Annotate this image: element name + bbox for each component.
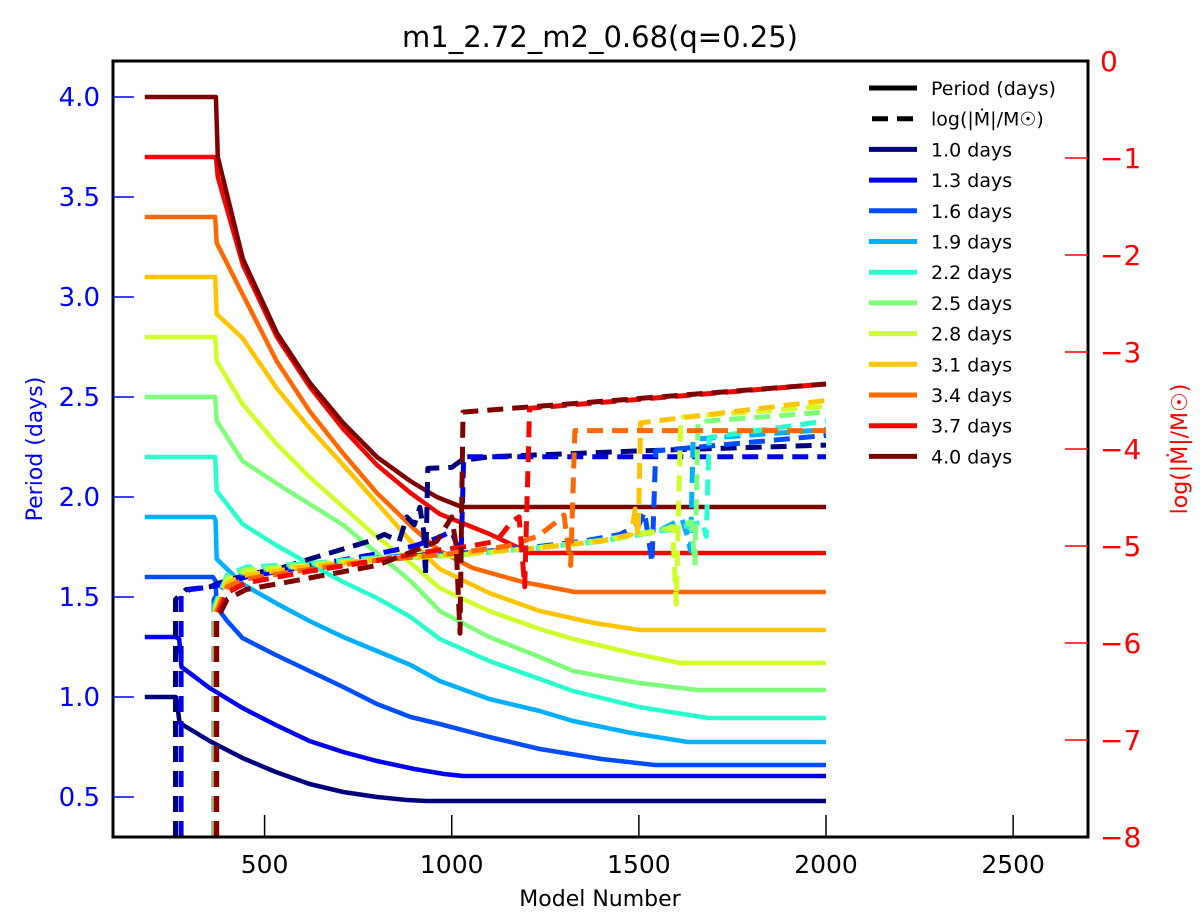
x-tick-label: 2500 [981, 850, 1045, 879]
legend-label: 1.9 days [931, 232, 1012, 254]
period-line-1-6-days [144, 574, 826, 768]
y-left-tick-label: 0.5 [59, 783, 100, 813]
period-line-4-0-days [144, 94, 826, 510]
legend-label: 1.0 days [931, 139, 1012, 161]
y-axis-label-left: Period (days) [23, 377, 48, 522]
legend-label: 2.2 days [931, 262, 1012, 284]
legend-label: 3.1 days [931, 354, 1012, 376]
mdot-line-2-5-days [212, 409, 827, 837]
chart-title: m1_2.72_m2_0.68(q=0.25) [402, 20, 798, 54]
period-line-1-9-days [144, 514, 826, 745]
period-line-3-1-days [144, 274, 826, 633]
mdot-line-1-3-days [178, 454, 826, 837]
y-right-tick-label: −4 [1100, 433, 1141, 466]
ticks-layer: 500 1000 1500 2000 2500 0.5 1.0 1.5 2.0 2.5 3.0 3.5… [59, 45, 1142, 879]
y-left-tick-label: 3.5 [59, 183, 100, 213]
series-layer [144, 94, 827, 837]
x-axis-label: Model Number [519, 887, 681, 912]
legend-label: 2.5 days [931, 293, 1012, 315]
y-left-tick-label: 3.0 [59, 283, 100, 313]
legend-label: Period (days) [931, 78, 1056, 100]
mdot-line-1-6-days [211, 432, 827, 837]
mdot-line-4-0-days [214, 381, 827, 837]
legend-label: 3.7 days [931, 416, 1012, 438]
y-right-tick-label: −1 [1100, 142, 1141, 175]
legend-label: 1.6 days [931, 201, 1012, 223]
y-left-tick-label: 2.0 [59, 483, 100, 513]
legend-label: 4.0 days [931, 446, 1012, 468]
y-right-tick-label: −8 [1100, 821, 1141, 854]
y-right-tick-label: −7 [1100, 724, 1141, 757]
legend: Period (days) log(|Ṁ|/M☉) 1.0 days 1.3 days… [869, 78, 1056, 468]
mdot-line-3-1-days [213, 398, 827, 837]
y-left-tick-label: 1.0 [59, 683, 100, 713]
y-right-tick-label: −3 [1100, 336, 1141, 369]
legend-label: 2.8 days [931, 324, 1012, 346]
legend-label: log(|Ṁ|/M☉) [931, 108, 1044, 131]
period-line-2-8-days [144, 334, 826, 666]
legend-label: 1.3 days [931, 170, 1012, 192]
period-line-3-7-days [144, 154, 826, 556]
y-left-tick-label: 1.5 [59, 583, 100, 613]
mdot-line-3-7-days [213, 381, 827, 837]
y-right-tick-label: −2 [1100, 239, 1141, 272]
period-line-2-5-days [144, 394, 826, 693]
y-left-tick-label: 2.5 [59, 383, 100, 413]
legend-label: 3.4 days [931, 385, 1012, 407]
y-right-tick-label: −5 [1100, 530, 1141, 563]
y-right-tick-label: 0 [1100, 45, 1118, 78]
period-line-2-2-days [144, 454, 826, 721]
x-tick-label: 500 [241, 850, 289, 879]
y-axis-label-right: log(|Ṁ|/M☉) [1167, 384, 1193, 515]
x-tick-label: 2000 [794, 850, 858, 879]
y-left-tick-label: 4.0 [59, 83, 100, 113]
mdot-line-2-8-days [212, 403, 827, 837]
x-tick-label: 1000 [420, 850, 484, 879]
period-line-3-4-days [144, 214, 826, 595]
y-right-tick-label: −6 [1100, 627, 1141, 660]
x-tick-label: 1500 [607, 850, 671, 879]
mdot-line-3-4-days [213, 428, 826, 837]
